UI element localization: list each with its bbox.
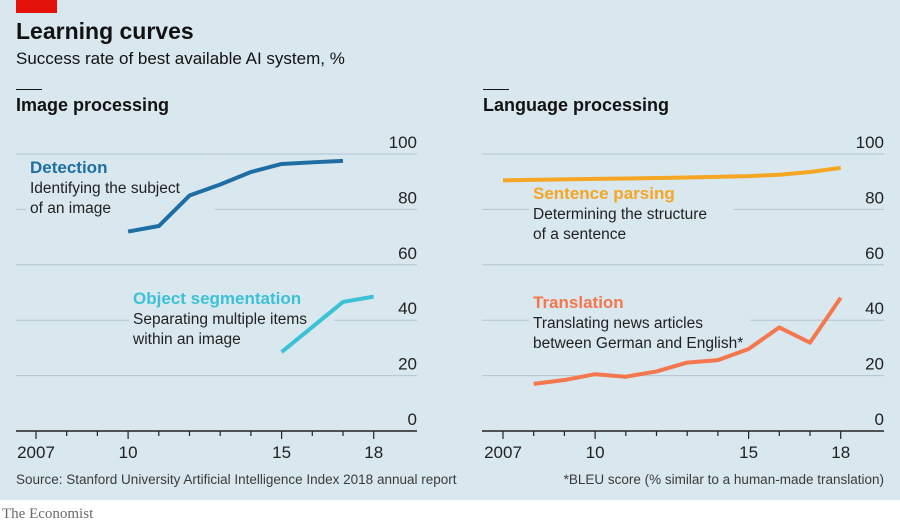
x-tick-label: 2007 <box>484 443 522 462</box>
y-tick-label: 0 <box>408 410 417 429</box>
series-name: Object segmentation <box>133 289 301 308</box>
series-line-sentence-parsing <box>502 165 841 183</box>
label-backdrop <box>529 291 751 353</box>
panel-title-image: Image processing <box>16 95 170 115</box>
chart-panel <box>0 0 900 500</box>
label-backdrop <box>529 182 734 244</box>
x-tick-label: 10 <box>586 443 605 462</box>
y-tick-label: 40 <box>865 299 884 318</box>
y-tick-label: 40 <box>398 299 417 318</box>
panel-divider <box>16 89 42 90</box>
x-tick-label: 2007 <box>17 443 55 462</box>
y-tick-label: 60 <box>865 244 884 263</box>
series-description: of an image <box>30 200 111 217</box>
series-description: of a sentence <box>533 226 626 243</box>
label-backdrop <box>26 156 215 218</box>
series-description: Determining the structure <box>533 206 707 223</box>
y-tick-label: 80 <box>865 188 884 207</box>
y-tick-label: 60 <box>398 244 417 263</box>
panel-title-language: Language processing <box>483 95 670 115</box>
series-description: Identifying the subject <box>30 180 181 197</box>
chart-title: Learning curves <box>16 18 194 44</box>
x-tick-label: 15 <box>272 443 291 462</box>
x-tick-label: 18 <box>364 443 383 462</box>
series-name: Sentence parsing <box>533 184 675 203</box>
series-name: Translation <box>533 293 624 312</box>
x-tick-label: 10 <box>119 443 138 462</box>
series-description: Separating multiple items <box>133 311 307 328</box>
x-tick-label: 18 <box>831 443 850 462</box>
series-name: Detection <box>30 158 107 177</box>
source-note: Source: Stanford University Artificial I… <box>16 472 457 487</box>
brand-red-tag <box>16 0 57 13</box>
series-description: Translating news articles <box>533 315 703 332</box>
y-tick-label: 100 <box>856 133 884 152</box>
chart-subtitle: Success rate of best available AI system… <box>16 49 345 68</box>
panel-divider <box>483 89 509 90</box>
series-line-detection <box>127 158 344 234</box>
y-tick-label: 20 <box>398 355 417 374</box>
series-description: within an image <box>132 331 241 348</box>
footnote: *BLEU score (% similar to a human-made t… <box>563 472 884 487</box>
y-tick-label: 20 <box>865 355 884 374</box>
brand-logo: The Economist <box>2 506 94 522</box>
y-tick-label: 0 <box>875 410 884 429</box>
x-tick-label: 15 <box>739 443 758 462</box>
series-description: between German and English* <box>533 335 743 352</box>
y-tick-label: 100 <box>389 133 417 152</box>
y-tick-label: 80 <box>398 188 417 207</box>
